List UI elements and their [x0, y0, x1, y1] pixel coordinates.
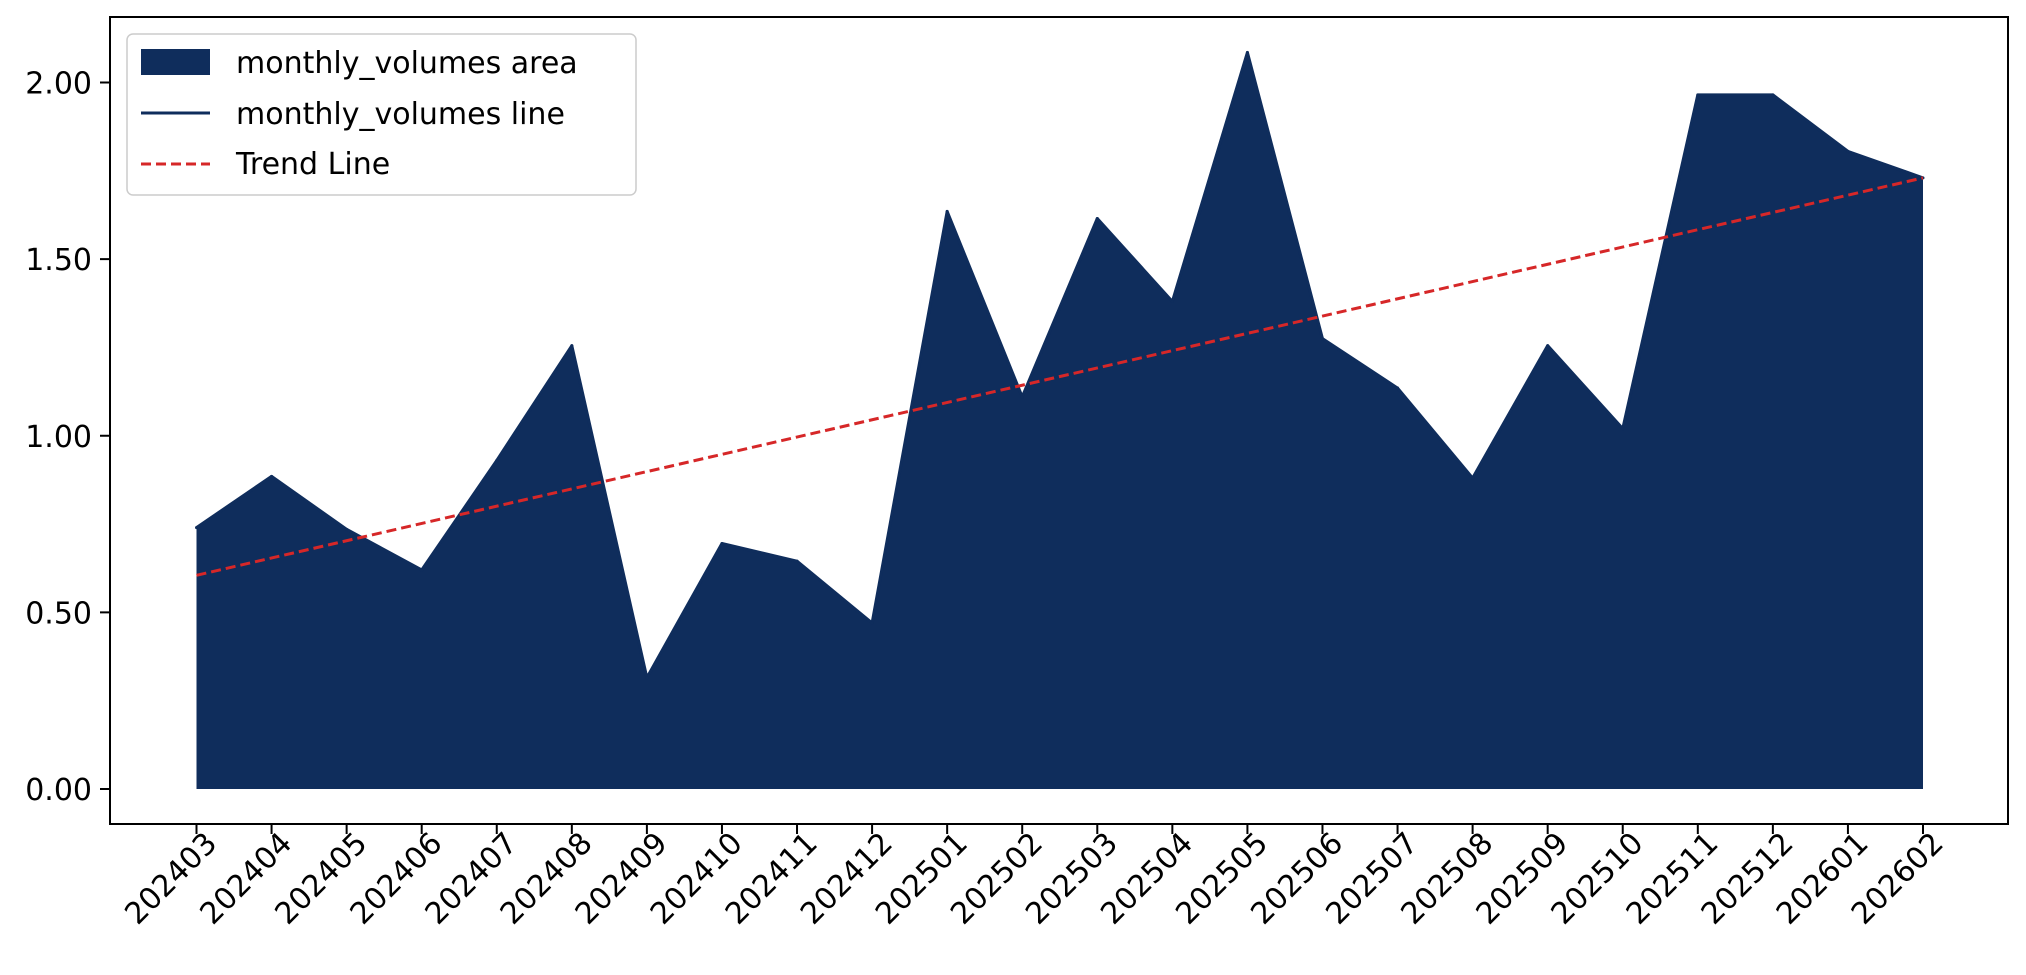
y-tick-label: 2.00 [25, 67, 92, 102]
y-axis: 0.00 0.50 1.00 1.50 2.00 [25, 67, 110, 808]
legend-swatch-area [141, 49, 210, 75]
y-tick-label: 0.00 [25, 773, 92, 808]
data-point-202502 [1020, 395, 1024, 399]
data-point-202407 [495, 458, 499, 462]
data-point-202410 [720, 541, 724, 545]
legend-label-area: monthly_volumes area [236, 46, 578, 81]
data-point-202503 [1095, 217, 1099, 221]
y-tick-label: 1.00 [25, 420, 92, 455]
legend-label-trend: Trend Line [235, 147, 390, 182]
legend-label-line: monthly_volumes line [236, 97, 565, 132]
data-point-202409 [645, 676, 649, 680]
y-tick-label: 1.50 [25, 243, 92, 278]
plot-area [195, 50, 1925, 789]
data-point-202405 [345, 527, 349, 531]
data-point-202509 [1546, 344, 1550, 348]
data-point-202404 [270, 474, 274, 478]
data-point-202403 [195, 526, 198, 530]
data-point-202412 [870, 621, 874, 625]
data-point-202510 [1621, 427, 1625, 431]
data-point-202408 [570, 344, 574, 348]
x-axis: 2024032024042024052024062024072024082024… [118, 824, 1951, 932]
data-point-202411 [795, 559, 799, 563]
data-point-202406 [420, 568, 424, 572]
data-point-202512 [1771, 93, 1775, 97]
data-point-202508 [1471, 476, 1475, 480]
data-point-202505 [1245, 50, 1249, 54]
plot-frame [109, 16, 2009, 825]
area-fill-monthly-volumes [196, 52, 1923, 789]
data-point-202507 [1396, 386, 1400, 390]
line-monthly-volumes [195, 50, 1924, 680]
data-point-202506 [1320, 337, 1324, 341]
data-point-202504 [1170, 300, 1174, 304]
y-tick-label: 0.50 [25, 596, 92, 631]
legend-box [126, 33, 637, 196]
data-point-202601 [1846, 149, 1850, 153]
trend-line [196, 176, 1924, 577]
data-point-202511 [1696, 93, 1700, 97]
legend: monthly_volumes area monthly_volumes lin… [126, 33, 637, 196]
data-point-202501 [945, 209, 949, 213]
